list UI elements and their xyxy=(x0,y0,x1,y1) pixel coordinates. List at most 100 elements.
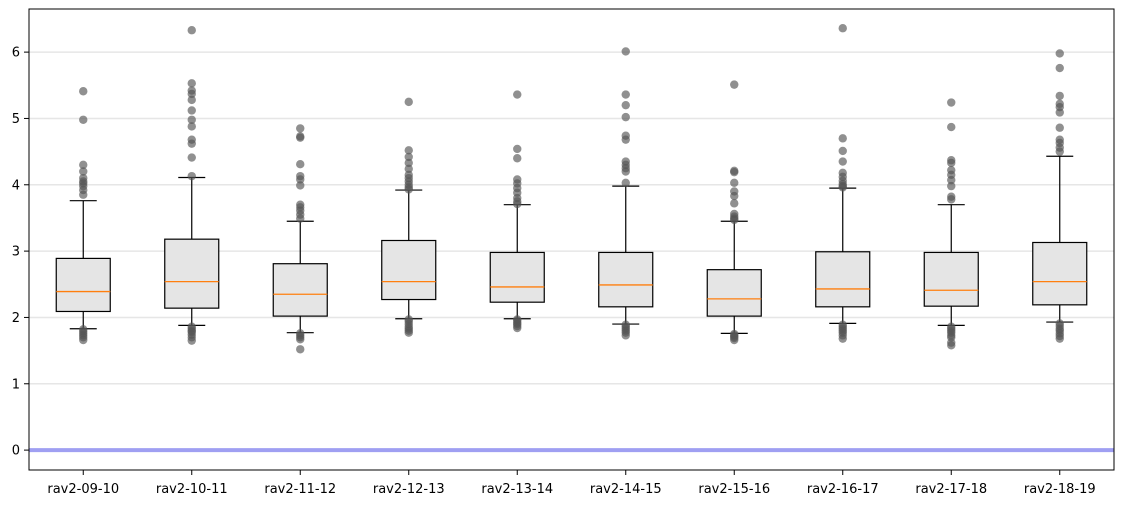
outlier-point xyxy=(513,323,522,333)
outlier-point xyxy=(730,191,739,201)
outlier-point xyxy=(947,122,956,132)
outlier-point xyxy=(1055,334,1064,343)
y-tick-label: 6 xyxy=(12,46,20,61)
outlier-point xyxy=(947,195,956,204)
box-iqr xyxy=(815,251,871,308)
outlier-point xyxy=(79,167,88,176)
outlier-point xyxy=(1055,123,1064,132)
outlier-point xyxy=(838,134,847,143)
x-tick-label: rav2-12-13 xyxy=(373,482,445,497)
box-group xyxy=(381,97,437,337)
y-tick-label: 0 xyxy=(12,444,20,459)
outlier-point xyxy=(621,167,630,176)
x-tick-label: rav2-15-16 xyxy=(698,482,770,497)
outlier-point xyxy=(296,345,305,354)
axes-layer: 0 1 2 3 4 5 6 rav2-09-10 rav2-10-11 rav2-11-12 rav… xyxy=(12,8,1115,497)
plot-frame xyxy=(28,8,1115,471)
outlier-point xyxy=(79,160,88,170)
outlier-point xyxy=(296,335,305,344)
outlier-point xyxy=(79,190,88,199)
outlier-point xyxy=(187,79,196,88)
outlier-point xyxy=(513,154,522,163)
box-group xyxy=(164,26,220,345)
outlier-point xyxy=(296,133,305,142)
outlier-point xyxy=(296,214,305,223)
outlier-point xyxy=(187,122,196,131)
x-tick-label: rav2-16-17 xyxy=(807,482,879,497)
outlier-point xyxy=(621,112,630,122)
y-tick-label: 3 xyxy=(12,245,20,260)
outlier-point xyxy=(838,146,847,156)
outlier-point xyxy=(1055,108,1064,117)
x-tick-label: rav2-13-14 xyxy=(481,482,553,497)
x-tick-label: rav2-10-11 xyxy=(156,482,228,497)
box-group xyxy=(706,80,762,345)
outlier-point xyxy=(79,87,88,96)
outlier-point xyxy=(187,95,196,105)
outlier-point xyxy=(1055,91,1064,101)
outlier-point xyxy=(1055,147,1064,156)
outlier-point xyxy=(621,178,630,187)
y-tick-label: 1 xyxy=(12,377,20,392)
box-group xyxy=(1032,49,1088,343)
box-iqr xyxy=(55,257,111,313)
boxes-layer xyxy=(55,24,1088,354)
outlier-point xyxy=(947,175,956,185)
outlier-point xyxy=(187,26,196,35)
outlier-point xyxy=(404,158,413,168)
outlier-point xyxy=(404,152,413,162)
outlier-point xyxy=(730,335,739,345)
outlier-point xyxy=(296,175,305,184)
outlier-point xyxy=(513,90,522,99)
box-iqr xyxy=(923,251,979,307)
outlier-point xyxy=(1055,49,1064,58)
box-iqr xyxy=(272,263,328,317)
y-tick-label: 4 xyxy=(12,178,20,193)
outlier-point xyxy=(730,199,739,208)
outlier-point xyxy=(947,158,956,168)
box-iqr xyxy=(706,269,762,317)
outlier-point xyxy=(404,185,413,194)
x-tick-label: rav2-11-12 xyxy=(264,482,336,497)
outlier-point xyxy=(730,215,739,225)
outlier-point xyxy=(621,100,630,110)
outlier-point xyxy=(838,334,847,343)
outlier-point xyxy=(187,139,196,148)
outlier-point xyxy=(79,335,88,345)
box-iqr xyxy=(489,251,545,303)
outlier-point xyxy=(947,341,956,350)
outlier-point xyxy=(187,115,196,124)
outlier-point xyxy=(187,171,196,181)
x-tick-label: rav2-17-18 xyxy=(915,482,987,497)
y-tick-label: 2 xyxy=(12,311,20,326)
outlier-point xyxy=(187,89,196,99)
outlier-point xyxy=(187,336,196,345)
outlier-point xyxy=(296,160,305,169)
outlier-point xyxy=(187,106,196,115)
outlier-point xyxy=(404,146,413,155)
outlier-point xyxy=(1055,63,1064,73)
outlier-point xyxy=(404,97,413,107)
box-group xyxy=(923,98,979,350)
outlier-point xyxy=(187,153,196,162)
outlier-point xyxy=(621,135,630,144)
outlier-point xyxy=(621,47,630,56)
outlier-point xyxy=(947,98,956,107)
y-tick-label: 5 xyxy=(12,112,20,127)
outlier-point xyxy=(513,199,522,209)
box-group xyxy=(815,24,871,343)
outlier-point xyxy=(621,90,630,99)
outlier-point xyxy=(838,157,847,166)
outlier-point xyxy=(730,167,739,177)
box-iqr xyxy=(164,238,220,309)
x-tick-label: rav2-14-15 xyxy=(590,482,662,497)
x-tick-label: rav2-18-19 xyxy=(1024,482,1096,497)
outlier-point xyxy=(621,331,630,340)
outlier-point xyxy=(730,178,739,187)
outlier-point xyxy=(838,183,847,192)
outlier-point xyxy=(296,181,305,190)
outlier-point xyxy=(730,80,739,89)
box-iqr xyxy=(1032,241,1088,306)
outlier-point xyxy=(404,328,413,337)
outlier-point xyxy=(838,24,847,33)
